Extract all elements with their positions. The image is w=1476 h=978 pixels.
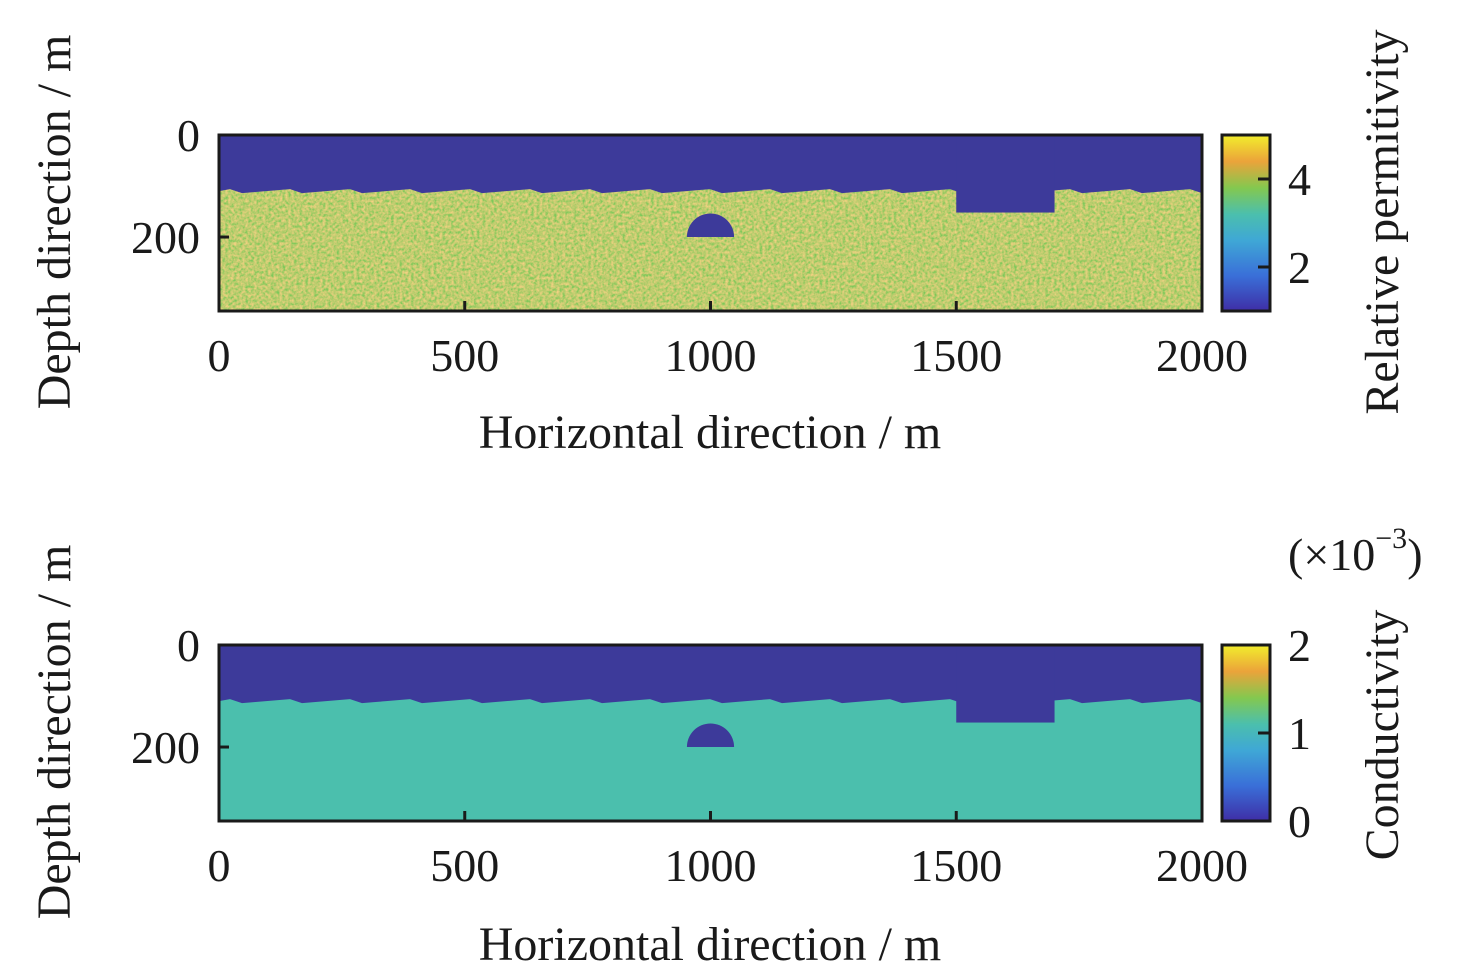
y-tick-label: 200 [131, 212, 200, 263]
colorbar [1220, 133, 1272, 313]
permittivity-panel: Depth direction / m Horizontal direction… [28, 29, 1409, 459]
colorbar-label: Relative permitivity [1356, 29, 1409, 414]
x-tick-label: 1500 [910, 330, 1002, 381]
x-tick-label: 500 [430, 330, 499, 381]
colorbar-tick-label: 4 [1288, 154, 1311, 205]
colorbar-tick-label: 0 [1288, 796, 1311, 847]
x-tick-label: 1000 [665, 330, 757, 381]
x-tick-label: 2000 [1156, 330, 1248, 381]
cavity-region [686, 723, 735, 748]
colorbar-tick-label: 1 [1288, 708, 1311, 759]
trench-region [956, 645, 1055, 723]
x-axis-label: Horizontal direction / m [479, 406, 942, 459]
x-tick-label: 1000 [665, 840, 757, 891]
colorbar-label: Conductivity [1356, 610, 1409, 861]
colorbar-tick-label: 2 [1288, 242, 1311, 293]
x-tick-label: 0 [208, 840, 231, 891]
y-axis-label: Depth direction / m [28, 545, 81, 920]
x-axis-label: Horizontal direction / m [479, 918, 942, 971]
y-tick-label: 0 [177, 620, 200, 671]
x-tick-label: 2000 [1156, 840, 1248, 891]
trench-region [956, 135, 1055, 213]
y-axis-label: Depth direction / m [28, 35, 81, 410]
cavity-region [686, 213, 735, 238]
colorbar-multiplier: (×10−3) [1288, 522, 1423, 580]
conductivity-panel: Depth direction / m Horizontal direction… [28, 522, 1423, 971]
y-tick-label: 200 [131, 722, 200, 773]
colorbar-tick-label: 2 [1288, 620, 1311, 671]
x-tick-label: 0 [208, 330, 231, 381]
y-tick-label: 0 [177, 110, 200, 161]
x-tick-label: 500 [430, 840, 499, 891]
x-tick-label: 1500 [910, 840, 1002, 891]
